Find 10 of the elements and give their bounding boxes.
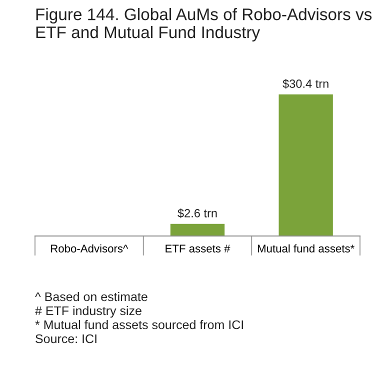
text: ^ Based on estimate [35,292,148,302]
data-label: $2.6 trn [178,208,217,218]
x-tick-label: Mutual fund assets* [258,244,354,252]
data-label: $30.4 trn [282,79,328,89]
chart-title: Figure 144. Global AuMs of Robo-Advisors vs ETF and Mutual Fund Industry [36,8,372,42]
x-tick-label: ETF assets # [166,244,230,252]
text: * Mutual fund assets sourced from ICI [35,320,243,330]
text: # ETF industry size [35,306,142,318]
x-tick-label: Robo-Advisors^ [51,244,128,252]
source-note: Source: ICI [36,334,96,344]
